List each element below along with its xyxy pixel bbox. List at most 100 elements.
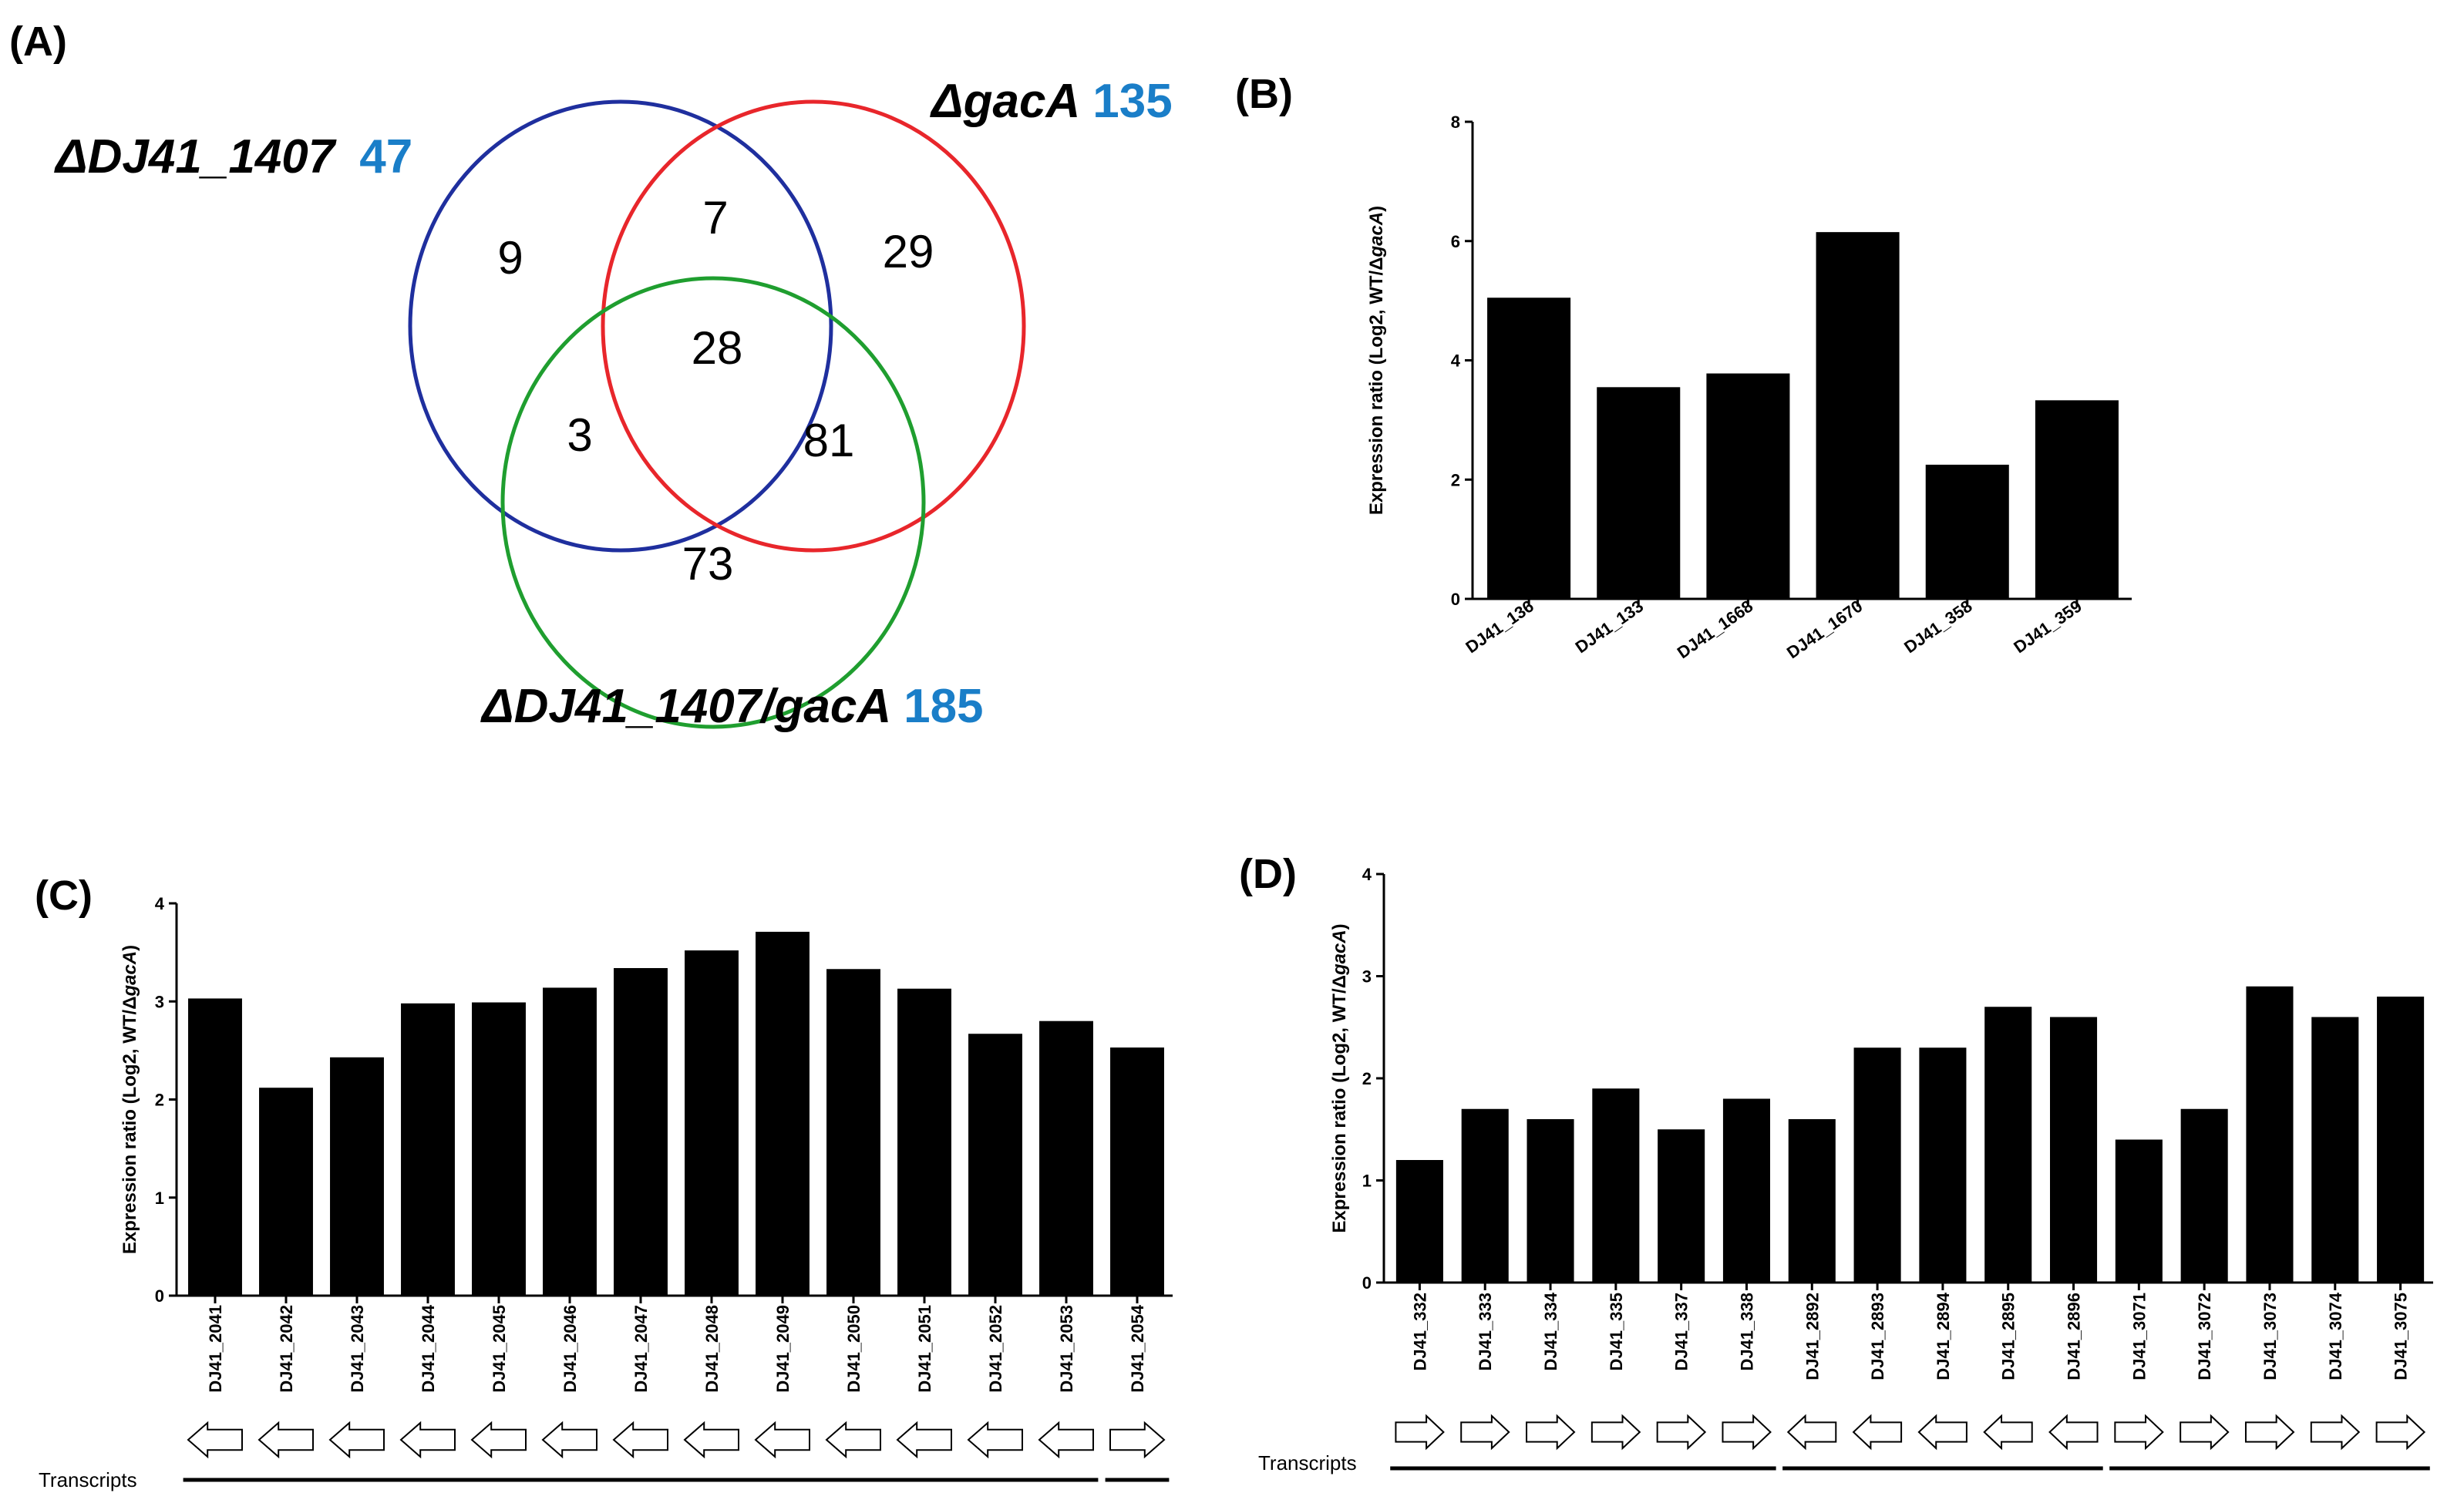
bar-dj41-2892 xyxy=(1788,1119,1836,1283)
y-axis-label-suffix: ) xyxy=(1366,206,1387,212)
y-axis-label-suffix: ) xyxy=(1329,923,1350,930)
bar-dj41-2047 xyxy=(614,967,668,1296)
gene-arrow-left-icon xyxy=(187,1421,243,1459)
gene-arrow-right-icon xyxy=(1395,1414,1445,1451)
y-axis-label-prefix: Expression ratio (Log2, WT/Δ xyxy=(1366,257,1387,516)
panel-label-b: (B) xyxy=(1235,71,1293,117)
bar-dj41-2896 xyxy=(2049,1017,2098,1283)
y-tick-label: 2 xyxy=(1451,470,1460,489)
bar-dj41-334 xyxy=(1527,1119,1574,1283)
y-axis-label-suffix: ) xyxy=(119,945,140,951)
venn-set-name-dj41-1407: ΔDJ41_1407 xyxy=(54,130,337,183)
y-tick-label: 2 xyxy=(1362,1069,1372,1088)
x-category-label: DJ41_2051 xyxy=(915,1305,934,1393)
y-axis-label: Expression ratio (Log2, WT/ΔgacA) xyxy=(1329,923,1350,1232)
x-category-label: DJ41_2896 xyxy=(2065,1293,2084,1380)
bar-dj41-2043 xyxy=(330,1057,384,1296)
gene-arrow-right-icon xyxy=(1722,1414,1772,1451)
gene-arrow-left-icon xyxy=(1917,1414,1967,1451)
venn-circle-gaca xyxy=(601,99,1026,553)
x-category-label: DJ41_2043 xyxy=(348,1305,367,1393)
y-axis-label-italic: gacA xyxy=(1366,212,1387,258)
venn-set-name-double: ΔDJ41_1407/gacA xyxy=(480,680,891,733)
x-category-label: DJ41_2048 xyxy=(702,1305,722,1393)
panel-label-c: (C) xyxy=(35,873,93,919)
venn-set-name-gaca: ΔgacA xyxy=(930,75,1080,128)
venn-count-all-three: 28 xyxy=(692,322,743,374)
y-tick-label: 4 xyxy=(1362,865,1372,884)
gene-arrow-left-icon xyxy=(754,1421,810,1459)
bar-dj41-2041 xyxy=(188,998,242,1296)
y-tick-label: 3 xyxy=(155,992,164,1011)
venn-count-gaca-and-double: 81 xyxy=(803,415,855,466)
y-tick-label: 2 xyxy=(155,1091,164,1110)
venn-count-only-double: 73 xyxy=(682,538,734,590)
gene-arrow-right-icon xyxy=(2114,1414,2164,1451)
y-axis-label-prefix: Expression ratio (Log2, WT/Δ xyxy=(1329,975,1350,1233)
venn-set-label-double: ΔDJ41_1407/gacA 185 xyxy=(480,680,984,733)
venn-set-label-dj41-1407: ΔDJ41_1407 47 xyxy=(54,130,412,183)
gene-arrow-right-icon xyxy=(2375,1414,2426,1451)
bar-dj41-2051 xyxy=(897,988,951,1296)
venn-set-count-gaca: 135 xyxy=(1092,75,1172,128)
y-axis-label-italic: gacA xyxy=(119,951,140,997)
bar-dj41-338 xyxy=(1722,1098,1771,1283)
bar-dj41-2052 xyxy=(968,1034,1022,1296)
x-category-label: DJ41_2045 xyxy=(490,1305,509,1393)
x-category-label: DJ41_136 xyxy=(1462,597,1537,657)
gene-arrow-right-icon xyxy=(2244,1414,2295,1451)
y-axis-label: Expression ratio (Log2, WT/ΔgacA) xyxy=(119,945,140,1254)
x-category-label: DJ41_1670 xyxy=(1783,597,1867,663)
x-category-label: DJ41_3073 xyxy=(2260,1293,2280,1380)
gene-arrow-right-icon xyxy=(2180,1414,2230,1451)
bar-dj41-2045 xyxy=(472,1002,526,1296)
gene-arrow-left-icon xyxy=(258,1421,314,1459)
gene-arrow-left-icon xyxy=(1786,1414,1837,1451)
bar-dj41-2054 xyxy=(1110,1047,1164,1296)
transcripts-label: Transcripts xyxy=(1258,1451,1357,1474)
y-axis-label: Expression ratio (Log2, WT/ΔgacA) xyxy=(1366,206,1387,515)
gene-arrow-left-icon xyxy=(399,1421,456,1459)
x-category-label: DJ41_1668 xyxy=(1674,597,1757,663)
x-category-label: DJ41_2041 xyxy=(206,1305,225,1393)
x-category-label: DJ41_2044 xyxy=(419,1304,438,1393)
bar-dj41-358 xyxy=(1925,464,2009,599)
x-category-label: DJ41_2053 xyxy=(1057,1305,1076,1393)
gene-arrow-left-icon xyxy=(1852,1414,1903,1451)
gene-arrow-right-icon xyxy=(1109,1421,1166,1459)
transcripts-label: Transcripts xyxy=(39,1468,137,1491)
gene-arrow-left-icon xyxy=(2048,1414,2099,1451)
bar-chart-c: 0 1 2 3 4 Expression ratio (Log2, WT/ΔgacA) DJ… xyxy=(39,894,1173,1491)
gene-arrow-left-icon xyxy=(967,1421,1023,1459)
gene-arrow-right-icon xyxy=(2310,1414,2361,1451)
x-category-label: DJ41_337 xyxy=(1672,1293,1691,1371)
bar-dj41-335 xyxy=(1592,1088,1640,1283)
gene-arrow-right-icon xyxy=(1590,1414,1641,1451)
gene-arrow-right-icon xyxy=(1526,1414,1576,1451)
x-category-label: DJ41_3071 xyxy=(2129,1293,2149,1380)
x-category-label: DJ41_359 xyxy=(2010,597,2085,657)
x-category-label: DJ41_334 xyxy=(1541,1292,1560,1370)
gene-arrow-left-icon xyxy=(683,1421,739,1459)
y-axis-label-italic: gacA xyxy=(1329,930,1350,976)
bar-dj41-2050 xyxy=(826,969,880,1296)
y-tick-label: 4 xyxy=(1451,351,1461,371)
bar-dj41-133 xyxy=(1597,387,1681,599)
x-category-label: DJ41_338 xyxy=(1737,1293,1756,1371)
gene-arrow-left-icon xyxy=(328,1421,385,1459)
x-category-label: DJ41_3074 xyxy=(2326,1292,2345,1380)
gene-arrow-left-icon xyxy=(1983,1414,2033,1451)
bar-dj41-1668 xyxy=(1706,373,1790,599)
bar-dj41-2044 xyxy=(401,1003,455,1296)
bar-dj41-333 xyxy=(1461,1108,1509,1283)
bar-dj41-3072 xyxy=(2180,1108,2228,1283)
y-tick-label: 1 xyxy=(155,1189,164,1208)
x-category-label: DJ41_2054 xyxy=(1128,1304,1147,1393)
y-tick-label: 3 xyxy=(1362,967,1372,987)
venn-set-count-dj41-1407: 47 xyxy=(359,130,412,183)
x-category-label: DJ41_2046 xyxy=(560,1305,580,1393)
bar-dj41-337 xyxy=(1658,1129,1705,1283)
x-category-label: DJ41_133 xyxy=(1572,597,1648,657)
bar-dj41-3075 xyxy=(2377,997,2425,1283)
